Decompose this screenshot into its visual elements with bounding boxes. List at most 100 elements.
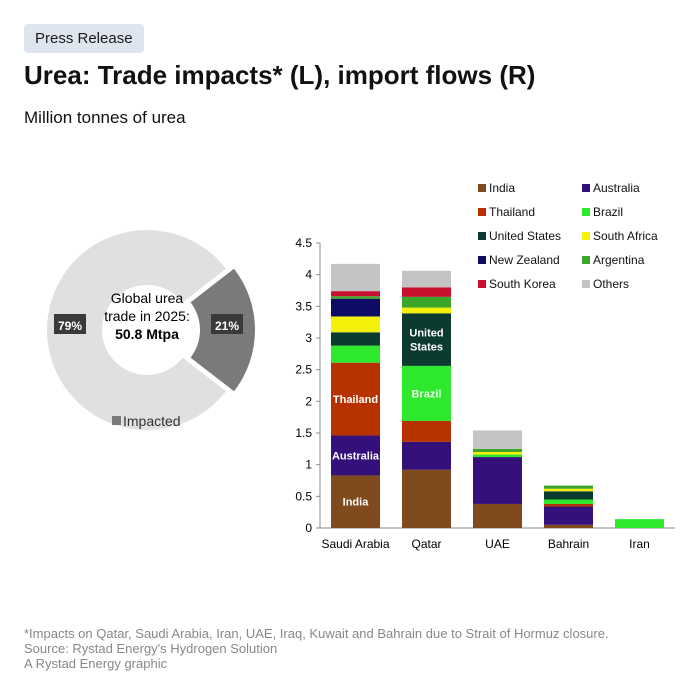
donut-label-79: 79%: [58, 319, 82, 333]
legend-label: Australia: [593, 181, 640, 195]
bar-label: Brazil: [412, 388, 442, 400]
bar-segment-thailand: [402, 420, 451, 442]
footnote-impacts: *Impacts on Qatar, Saudi Arabia, Iran, U…: [24, 626, 609, 641]
bar-segment-south-africa: [473, 452, 522, 455]
bar-segment-brazil: [331, 345, 380, 363]
footnote-source: Source: Rystad Energy's Hydrogen Solutio…: [24, 641, 278, 656]
bar-label: Australia: [332, 450, 380, 462]
bar-segment-south-africa: [544, 488, 593, 492]
x-tick-label: UAE: [485, 537, 510, 551]
legend-item: Thailand: [478, 204, 582, 220]
legend-swatch: [478, 208, 486, 216]
y-tick-label: 1.5: [295, 426, 312, 440]
x-tick-label: Saudi Arabia: [321, 537, 389, 551]
bar-segment-india: [544, 524, 593, 528]
donut-center-line2: trade in 2025:: [104, 308, 190, 324]
legend-item: Others: [582, 276, 692, 292]
bar-label: United: [409, 328, 443, 340]
legend-item: Brazil: [582, 204, 692, 220]
bar-segment-argentina: [402, 296, 451, 308]
legend-label: Argentina: [593, 253, 645, 267]
legend-label: India: [489, 181, 516, 195]
legend-impacted-label: Impacted: [123, 413, 181, 429]
bar-segment-south-korea: [331, 291, 380, 297]
bar-segment-australia: [331, 435, 380, 476]
bar-segment-australia: [402, 441, 451, 470]
donut-center-line1: Global urea: [111, 290, 184, 306]
legend-swatch: [478, 280, 486, 288]
press-release-badge: Press Release: [24, 24, 144, 53]
footnotes: *Impacts on Qatar, Saudi Arabia, Iran, U…: [24, 626, 609, 671]
donut-label-21: 21%: [215, 319, 239, 333]
legend-label: Brazil: [593, 205, 624, 219]
donut-label-79-bg: [54, 314, 86, 334]
bar-segment-india: [402, 469, 451, 528]
legend-label: Others: [593, 277, 630, 291]
bar-segment-south-africa: [402, 307, 451, 314]
bar-segment-thailand: [331, 362, 380, 436]
bar-segment-india: [473, 503, 522, 528]
y-tick-label: 2: [305, 394, 312, 408]
legend-label: South Korea: [489, 277, 556, 291]
legend-swatch: [582, 256, 590, 264]
legend-item: Argentina: [582, 252, 692, 268]
y-tick-label: 3.5: [295, 299, 312, 313]
bar-segment-argentina: [331, 296, 380, 299]
bar-segment-new-zealand: [331, 298, 380, 317]
legend-item: South Africa: [582, 228, 692, 244]
y-tick-label: 4: [305, 268, 312, 282]
legend-swatch: [582, 184, 590, 192]
bar-segment-australia: [473, 457, 522, 504]
legend-impacted-swatch: [112, 416, 121, 425]
legend-swatch: [478, 184, 486, 192]
legend-swatch: [478, 256, 486, 264]
subtitle: Million tonnes of urea: [24, 108, 186, 127]
y-tick-label: 2.5: [295, 363, 312, 377]
legend-swatch: [582, 208, 590, 216]
legend-swatch: [478, 232, 486, 240]
donut-center-value: 50.8 Mtpa: [115, 326, 179, 342]
y-tick-label: 0: [305, 521, 312, 535]
bar-segment-argentina: [473, 448, 522, 452]
legend-label: New Zealand: [489, 253, 560, 267]
y-tick-label: 1: [305, 458, 312, 472]
bar-segment-brazil: [615, 519, 664, 528]
bar-legend: India Australia Thailand Brazil United State…: [478, 180, 692, 292]
bar-segment-brazil: [473, 454, 522, 458]
x-tick-label: Bahrain: [548, 537, 589, 551]
legend-label: United States: [489, 229, 562, 243]
legend-item: Australia: [582, 180, 692, 196]
bar-segment-brazil: [544, 499, 593, 504]
legend-swatch: [582, 232, 590, 240]
bar-segment-south-korea: [402, 287, 451, 297]
y-tick-label: 3: [305, 331, 312, 345]
x-tick-label: Iran: [629, 537, 650, 551]
legend-item: India: [478, 180, 582, 196]
bar-label: India: [343, 497, 370, 509]
legend-swatch: [582, 280, 590, 288]
bar-segment-brazil: [402, 365, 451, 421]
footnote-credit: A Rystad Energy graphic: [24, 656, 168, 671]
legend-item: New Zealand: [478, 252, 582, 268]
bar-segment-argentina: [544, 485, 593, 489]
donut-label-21-bg: [211, 314, 243, 334]
donut-slice-not-impacted: [47, 230, 227, 431]
bar-segment-others: [331, 263, 380, 292]
legend-item: United States: [478, 228, 582, 244]
bar-segment-united-states: [402, 313, 451, 366]
x-tick-label: Qatar: [411, 537, 441, 551]
legend-item: South Korea: [478, 276, 582, 292]
legend-label: Thailand: [489, 205, 536, 219]
bar-segment-united-states: [544, 491, 593, 500]
y-tick-label: 4.5: [295, 236, 312, 250]
bar-segment-india: [331, 475, 380, 528]
bar-label: States: [410, 342, 443, 354]
bar-segment-south-africa: [331, 316, 380, 333]
legend-label: South Africa: [593, 229, 658, 243]
y-tick-label: 0.5: [295, 489, 312, 503]
bar-segment-thailand: [544, 503, 593, 507]
bar-segment-united-states: [331, 332, 380, 346]
page-title: Urea: Trade impacts* (L), import flows (…: [24, 60, 536, 90]
bar-segment-others: [473, 430, 522, 449]
